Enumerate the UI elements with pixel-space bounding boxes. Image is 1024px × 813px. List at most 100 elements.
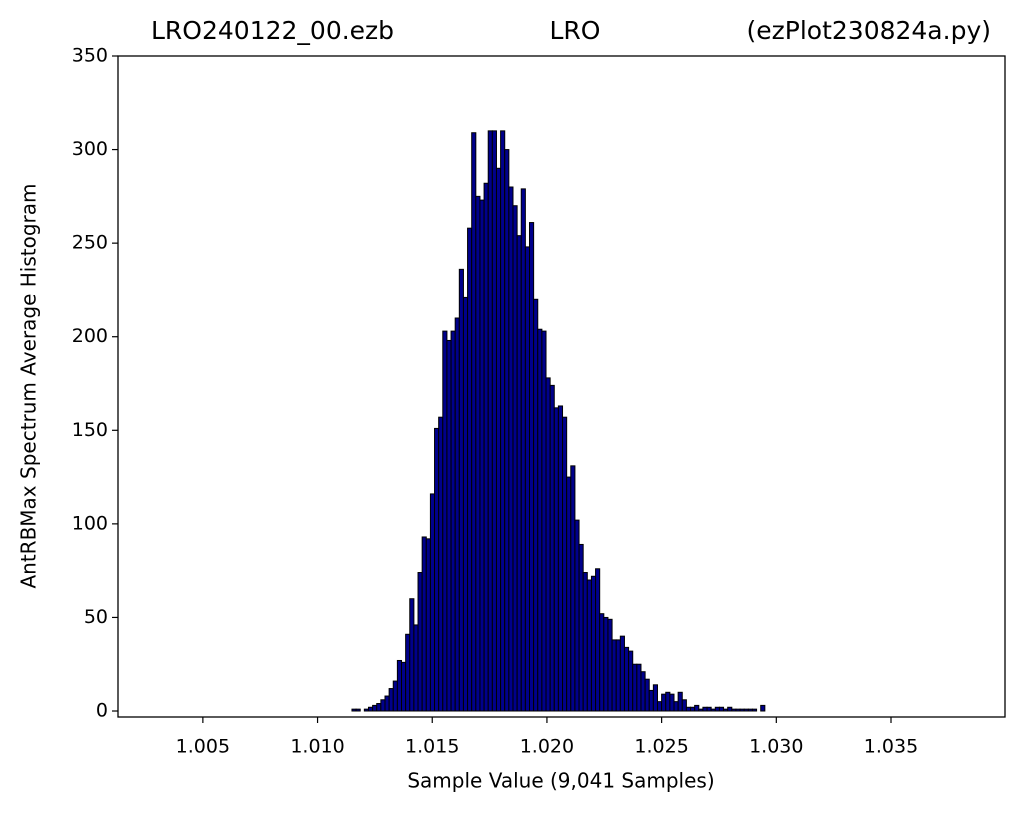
- bar: [611, 639, 617, 712]
- bar: [512, 205, 518, 712]
- bar: [710, 708, 716, 712]
- y-tick-label: 200: [72, 325, 108, 347]
- bar: [727, 706, 733, 712]
- bar: [380, 699, 386, 712]
- bar: [570, 465, 576, 712]
- bar: [409, 598, 415, 712]
- bar: [590, 575, 597, 712]
- bar: [413, 624, 419, 712]
- bar: [458, 268, 464, 712]
- bar: [718, 706, 725, 712]
- bar: [673, 701, 679, 712]
- bar: [425, 538, 431, 712]
- bar: [392, 680, 398, 712]
- x-axis-label: Sample Value (9,041 Samples): [407, 769, 714, 793]
- bar: [739, 708, 745, 712]
- bar: [751, 708, 758, 712]
- bar: [454, 317, 460, 712]
- y-tick-label: 150: [72, 419, 108, 441]
- bar: [417, 572, 423, 712]
- bar: [475, 195, 481, 712]
- bar: [628, 650, 634, 712]
- chart-title: LRO: [550, 16, 601, 45]
- bar: [388, 688, 394, 712]
- bar: [595, 568, 601, 712]
- bar: [438, 416, 444, 712]
- bar: [706, 706, 712, 712]
- y-tick-label: 300: [72, 138, 108, 160]
- bar: [529, 222, 535, 712]
- bar: [467, 227, 473, 712]
- y-tick-label: 100: [72, 512, 108, 534]
- bar: [603, 616, 609, 712]
- x-tick-label: 1.035: [864, 736, 918, 758]
- bar: [652, 684, 658, 712]
- bar: [384, 695, 390, 712]
- bar: [434, 427, 440, 712]
- x-tick-label: 1.025: [634, 736, 688, 758]
- bar: [574, 519, 580, 712]
- bar: [471, 132, 477, 712]
- y-tick-label: 350: [72, 45, 108, 67]
- bar: [578, 543, 584, 712]
- bar: [694, 704, 700, 712]
- bar: [636, 663, 642, 712]
- bar: [367, 706, 374, 712]
- bar: [582, 572, 588, 712]
- bar: [541, 330, 547, 712]
- bar: [681, 699, 687, 712]
- bar: [562, 416, 568, 712]
- bar: [648, 689, 654, 712]
- bar: [545, 377, 551, 712]
- bar: [533, 298, 539, 712]
- bar: [665, 691, 671, 712]
- bar: [615, 639, 621, 712]
- bar: [685, 706, 692, 712]
- bar: [553, 407, 559, 712]
- bar: [479, 199, 485, 712]
- x-tick-label: 1.030: [749, 736, 803, 758]
- bar: [405, 633, 411, 712]
- bar: [508, 186, 514, 712]
- bar: [450, 330, 456, 712]
- x-tick-label: 1.005: [176, 736, 230, 758]
- bar: [355, 708, 361, 712]
- bar: [363, 708, 369, 712]
- bar: [376, 703, 382, 712]
- bar: [623, 646, 630, 712]
- bar: [743, 708, 749, 712]
- bar: [714, 706, 720, 712]
- bar: [735, 708, 741, 712]
- plot-frame: [117, 55, 1006, 718]
- bar: [640, 671, 646, 712]
- x-tick-label: 1.010: [290, 736, 344, 758]
- bar: [524, 246, 531, 712]
- bar: [516, 235, 522, 712]
- bar: [487, 130, 493, 712]
- y-tick-label: 50: [84, 606, 108, 628]
- bar: [351, 708, 357, 712]
- bar: [644, 678, 650, 712]
- bar: [504, 149, 510, 712]
- bar: [372, 704, 378, 712]
- bar: [586, 579, 592, 712]
- bar: [656, 701, 663, 712]
- x-tick-label: 1.015: [405, 736, 459, 758]
- x-tick-label: 1.020: [520, 736, 574, 758]
- bar: [747, 708, 753, 712]
- bar: [557, 405, 564, 712]
- bar: [401, 661, 407, 712]
- bar: [619, 635, 625, 712]
- y-tick-label: 250: [72, 232, 108, 254]
- bar: [760, 704, 766, 712]
- chart-title-right: (ezPlot230824a.py): [747, 16, 992, 45]
- bar: [566, 476, 572, 712]
- bar: [500, 130, 506, 712]
- bar: [599, 613, 605, 712]
- bar: [607, 618, 613, 712]
- bar: [723, 708, 729, 712]
- bar: [669, 693, 675, 712]
- bar: [462, 296, 469, 712]
- y-axis-label: AntRBMax Spectrum Average Histogram: [17, 183, 41, 588]
